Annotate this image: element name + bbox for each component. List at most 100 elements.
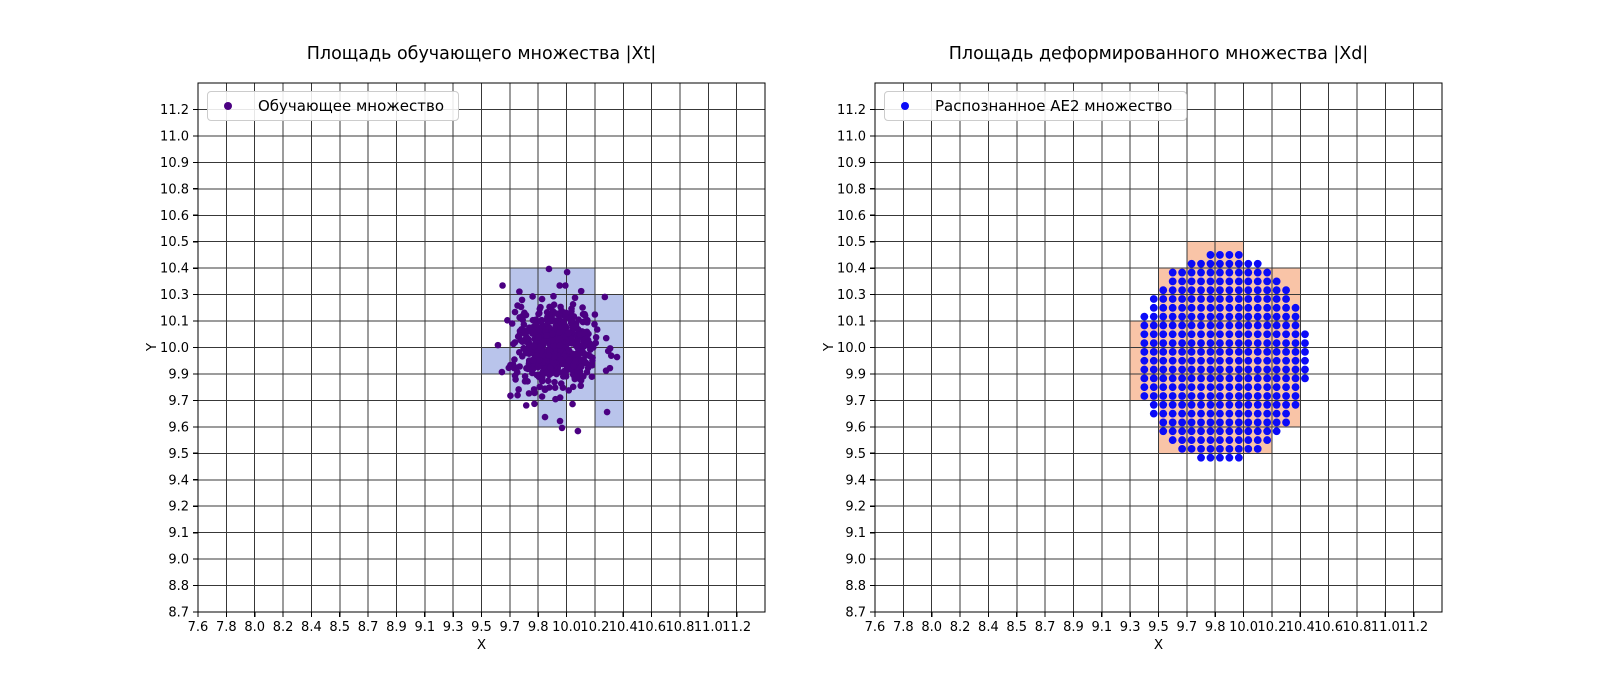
scatter-point xyxy=(1216,436,1224,444)
scatter-point xyxy=(548,337,556,344)
scatter-point xyxy=(1234,356,1243,365)
scatter-point xyxy=(555,329,563,336)
scatter-point xyxy=(551,384,559,391)
scatter-point xyxy=(1244,365,1253,374)
legend-marker-dot xyxy=(224,102,232,110)
scatter-point xyxy=(1253,409,1262,418)
scatter-point xyxy=(541,413,549,421)
scatter-point xyxy=(1216,277,1224,286)
scatter-point xyxy=(568,316,576,324)
legend-marker-dot xyxy=(901,102,909,110)
scatter-point xyxy=(1291,383,1300,392)
scatter-point xyxy=(1159,418,1168,427)
shaded-cell xyxy=(594,373,624,401)
scatter-point xyxy=(1178,356,1187,365)
scatter-point xyxy=(1168,365,1177,374)
scatter-point xyxy=(1234,330,1243,339)
scatter-point xyxy=(511,308,519,316)
scatter-point xyxy=(1187,295,1196,303)
scatter-point xyxy=(1206,436,1215,444)
scatter-point xyxy=(1187,339,1196,347)
scatter-point xyxy=(1234,251,1243,259)
scatter-point xyxy=(1187,400,1196,409)
scatter-point xyxy=(1187,436,1196,444)
scatter-point xyxy=(1149,295,1158,303)
scatter-point xyxy=(1178,295,1187,303)
scatter-point xyxy=(1206,251,1215,259)
scatter-point xyxy=(1225,400,1234,409)
scatter-point xyxy=(1225,418,1234,427)
scatter-point xyxy=(1234,409,1243,418)
scatter-point xyxy=(1234,339,1243,347)
scatter-point xyxy=(1263,436,1272,444)
scatter-point xyxy=(510,364,518,372)
scatter-point xyxy=(1301,339,1309,347)
scatter-point xyxy=(1225,251,1234,259)
scatter-point xyxy=(1263,418,1272,427)
scatter-point xyxy=(1263,303,1272,312)
y-tick-label: 9.5 xyxy=(845,447,866,462)
scatter-point xyxy=(1216,409,1224,418)
scatter-point xyxy=(1149,356,1158,365)
scatter-point xyxy=(1282,383,1290,392)
y-tick-label: 9.7 xyxy=(168,394,189,409)
scatter-point xyxy=(1291,348,1300,356)
scatter-point xyxy=(1206,330,1215,339)
plot-right-x-axis-label: X xyxy=(1153,637,1164,653)
scatter-point xyxy=(1197,436,1205,444)
scatter-point xyxy=(1253,277,1262,286)
scatter-point xyxy=(1187,277,1196,286)
x-tick-label: 9.8 xyxy=(528,620,549,635)
scatter-point xyxy=(1263,365,1272,374)
scatter-point xyxy=(1282,418,1290,427)
scatter-point xyxy=(1159,409,1168,418)
scatter-point xyxy=(1216,251,1224,259)
scatter-point xyxy=(1178,365,1187,374)
x-tick-label: 10.6 xyxy=(1314,620,1343,635)
scatter-point xyxy=(1206,374,1215,383)
y-tick-label: 10.5 xyxy=(160,235,189,250)
scatter-point xyxy=(1272,295,1281,303)
scatter-point xyxy=(570,363,578,370)
scatter-point xyxy=(1159,365,1168,374)
scatter-point xyxy=(1197,312,1205,321)
scatter-point xyxy=(1187,427,1196,436)
scatter-point xyxy=(552,310,560,317)
scatter-point xyxy=(1263,400,1272,409)
scatter-point xyxy=(556,417,564,425)
scatter-point xyxy=(1225,303,1234,312)
scatter-point xyxy=(1263,348,1272,356)
scatter-point xyxy=(1178,436,1187,444)
scatter-point xyxy=(1225,374,1234,383)
scatter-point xyxy=(524,365,532,373)
scatter-point xyxy=(1178,374,1187,383)
scatter-point xyxy=(562,282,569,289)
y-tick-label: 8.8 xyxy=(168,579,189,594)
scatter-point xyxy=(1282,365,1290,374)
y-tick-label: 9.0 xyxy=(845,553,866,568)
scatter-point xyxy=(1263,277,1272,286)
plot-right: 7.6 7.8 8.0 8.2 8.4 8.5 8.7 8.9 9.1 9.3 9.5 9.7 9.8 1… xyxy=(837,82,1443,635)
scatter-point xyxy=(1159,383,1168,392)
y-tick-label: 10.1 xyxy=(837,315,866,330)
scatter-point xyxy=(550,292,557,300)
scatter-point xyxy=(1168,277,1177,286)
scatter-point xyxy=(1178,444,1187,453)
scatter-point xyxy=(565,387,573,394)
x-tick-label: 9.3 xyxy=(1120,620,1141,635)
scatter-point xyxy=(524,335,531,342)
scatter-point xyxy=(1272,409,1281,418)
scatter-point xyxy=(516,288,523,295)
scatter-point xyxy=(1197,321,1205,330)
scatter-point xyxy=(1197,400,1205,409)
scatter-point xyxy=(1149,400,1158,409)
plot-left-x-axis-label: X xyxy=(476,637,487,653)
scatter-point xyxy=(1272,374,1281,383)
scatter-point xyxy=(1187,383,1196,392)
scatter-point xyxy=(555,368,563,376)
scatter-point xyxy=(507,392,514,400)
scatter-point xyxy=(601,293,609,301)
scatter-point xyxy=(577,382,585,390)
scatter-point xyxy=(1282,321,1290,330)
scatter-point xyxy=(1225,436,1234,444)
